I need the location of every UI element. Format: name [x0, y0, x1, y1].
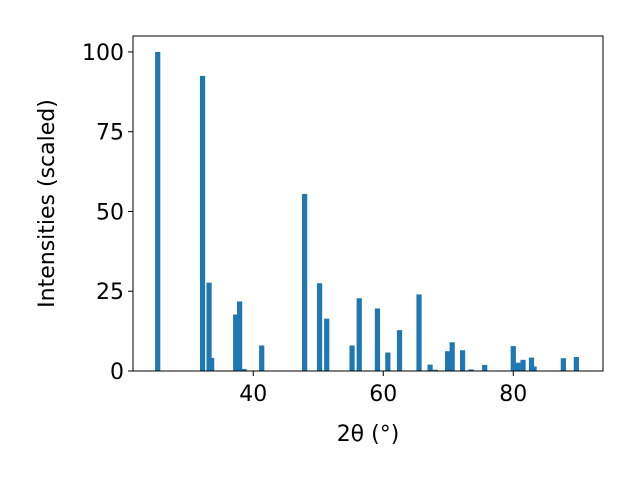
bar-peak-6 [241, 369, 247, 371]
bar-peak-16 [416, 294, 422, 371]
bar-peak-1 [199, 75, 206, 371]
bar-peak-2 [206, 282, 212, 371]
y-axis-label: Intensities (scaled) [35, 99, 60, 308]
bar-peak-20 [449, 342, 455, 371]
bar-peak-19 [445, 351, 451, 371]
x-tick-label-2: 80 [499, 382, 527, 407]
bar-peak-15 [396, 330, 403, 371]
bar-peak-0 [155, 51, 161, 371]
bar-peak-11 [349, 345, 355, 371]
bar-peak-29 [560, 358, 566, 371]
x-tick-label-1: 60 [369, 382, 397, 407]
bar-peak-27 [528, 357, 535, 371]
bar-peak-7 [259, 345, 265, 371]
bar-peak-17 [427, 364, 433, 371]
bar-peak-21 [459, 350, 466, 371]
bar-peak-14 [385, 352, 391, 371]
y-tick-label-4: 100 [82, 41, 124, 66]
bars-group [155, 51, 579, 371]
bar-peak-13 [374, 308, 381, 371]
bar-peak-3 [209, 357, 215, 371]
y-tick-label-1: 25 [96, 280, 124, 305]
x-axis-ticks: 40 60 80 [239, 371, 527, 407]
bar-peak-9 [316, 283, 323, 371]
x-tick-label-0: 40 [239, 382, 267, 407]
bar-peak-18 [432, 369, 438, 371]
y-tick-label-3: 75 [96, 121, 124, 146]
bar-peak-12 [356, 298, 362, 371]
bar-peak-28 [531, 366, 537, 371]
x-axis-label: 2θ (°) [337, 422, 400, 447]
plot-frame [132, 35, 604, 372]
y-axis-ticks: 0 25 50 75 100 [82, 41, 133, 385]
bar-peak-23 [482, 364, 488, 371]
bar-peak-24 [510, 346, 516, 371]
bar-peak-8 [302, 193, 308, 371]
bar-peak-22 [468, 369, 474, 371]
y-tick-label-2: 50 [96, 200, 124, 225]
bar-peak-30 [573, 356, 579, 371]
bar-peak-26 [520, 359, 526, 371]
bar-peak-10 [324, 318, 330, 371]
bar-peak-5 [237, 301, 243, 371]
bar-peak-4 [233, 314, 239, 371]
y-tick-label-0: 0 [110, 360, 124, 385]
bar-peak-25 [515, 362, 521, 371]
